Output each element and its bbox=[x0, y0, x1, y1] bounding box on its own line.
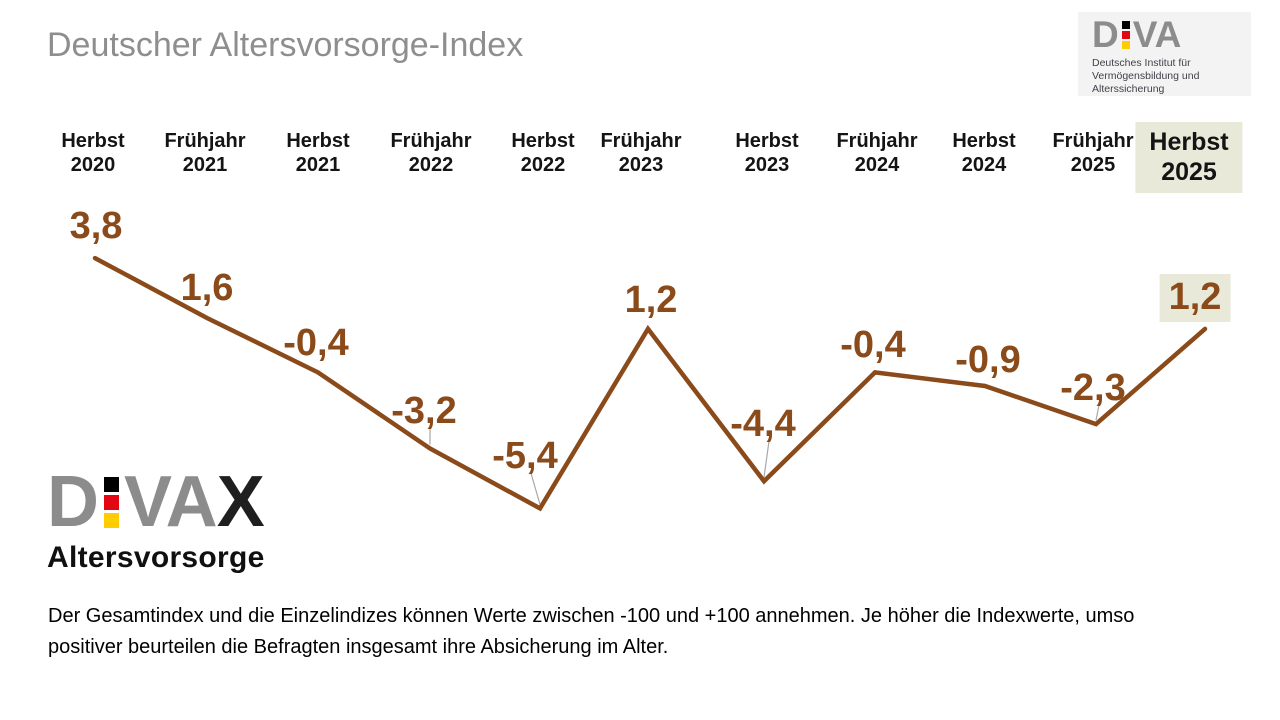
axis-label-season: Herbst bbox=[1149, 128, 1229, 156]
data-point-label-8: -0,9 bbox=[955, 338, 1021, 381]
diva-wordmark: D VA bbox=[1092, 14, 1251, 55]
divax-letter-x: X bbox=[216, 462, 265, 542]
diva-subtitle-line1: Deutsches Institut für bbox=[1092, 56, 1191, 69]
axis-label-season: Herbst bbox=[952, 130, 1016, 152]
axis-label-1: Frühjahr 2021 bbox=[164, 129, 245, 177]
axis-label-3: Frühjahr 2022 bbox=[390, 129, 471, 177]
axis-label-7: Frühjahr 2024 bbox=[836, 129, 917, 177]
axis-label-year: 2022 bbox=[520, 154, 566, 176]
german-flag-icon bbox=[1121, 20, 1130, 49]
axis-label-year: 2023 bbox=[744, 154, 790, 176]
axis-label-2: Herbst 2021 bbox=[286, 129, 349, 177]
axis-label-season: Herbst bbox=[286, 130, 350, 152]
axis-label-year: 2021 bbox=[295, 154, 341, 176]
data-point-label-10: 1,2 bbox=[1159, 273, 1231, 322]
axis-label-6: Herbst 2023 bbox=[735, 129, 798, 177]
axis-label-5: Frühjahr 2023 bbox=[600, 129, 681, 177]
footer-note: Der Gesamtindex und die Einzelindizes kö… bbox=[48, 605, 1135, 658]
data-point-label-9: -2,3 bbox=[1060, 367, 1126, 410]
data-point-label-4: -5,4 bbox=[492, 435, 558, 478]
divax-wordmark: D VA X bbox=[47, 462, 265, 542]
divax-letters-va: VA bbox=[124, 462, 218, 542]
axis-label-year: 2022 bbox=[408, 154, 454, 176]
german-flag-icon bbox=[104, 477, 119, 529]
data-point-label-7: -0,4 bbox=[840, 324, 906, 367]
axis-label-year: 2021 bbox=[182, 154, 228, 176]
data-point-label-2: -0,4 bbox=[283, 322, 349, 365]
diva-letter-d: D bbox=[1092, 14, 1119, 55]
diva-logo: D VA Deutsches Institut für Vermögensbil… bbox=[1078, 12, 1251, 96]
page-title: Deutscher Altersvorsorge-Index bbox=[47, 26, 524, 64]
data-point-label-3: -3,2 bbox=[391, 389, 457, 432]
label-leader-line bbox=[763, 441, 770, 478]
diva-subtitle: Deutsches Institut für Vermögensbildung … bbox=[1092, 57, 1251, 96]
axis-label-9: Frühjahr 2025 bbox=[1052, 129, 1133, 177]
axis-label-season: Herbst bbox=[61, 130, 125, 152]
axis-label-4: Herbst 2022 bbox=[511, 129, 574, 177]
axis-label-season: Herbst bbox=[735, 130, 799, 152]
data-point-label-6: -4,4 bbox=[730, 403, 796, 446]
axis-label-10: Herbst 2025 bbox=[1135, 122, 1243, 193]
divax-caption: Altersvorsorge bbox=[47, 541, 265, 575]
axis-label-year: 2023 bbox=[618, 154, 664, 176]
axis-label-year: 2025 bbox=[1070, 154, 1116, 176]
axis-label-season: Frühjahr bbox=[600, 130, 682, 152]
axis-label-8: Herbst 2024 bbox=[952, 129, 1015, 177]
axis-label-season: Frühjahr bbox=[390, 130, 472, 152]
axis-label-season: Frühjahr bbox=[836, 130, 918, 152]
axis-label-season: Frühjahr bbox=[1052, 130, 1134, 152]
data-point-label-0: 3,8 bbox=[69, 205, 123, 248]
axis-label-year: 2024 bbox=[961, 154, 1007, 176]
data-point-label-5: 1,2 bbox=[624, 278, 678, 321]
axis-label-year: 2024 bbox=[854, 154, 900, 176]
divax-letter-d: D bbox=[47, 462, 99, 542]
axis-label-season: Herbst bbox=[511, 130, 575, 152]
axis-label-year: 2020 bbox=[70, 154, 116, 176]
label-leader-line bbox=[530, 473, 541, 505]
axis-label-year: 2025 bbox=[1161, 158, 1217, 186]
diva-letters-va: VA bbox=[1132, 14, 1182, 55]
diva-subtitle-line2: Vermögensbildung und Alterssicherung bbox=[1092, 69, 1200, 95]
divax-logo: D VA X Altersvorsorge bbox=[47, 462, 265, 575]
data-point-label-1: 1,6 bbox=[180, 266, 234, 309]
axis-label-season: Frühjahr bbox=[164, 130, 246, 152]
axis-label-0: Herbst 2020 bbox=[61, 129, 124, 177]
